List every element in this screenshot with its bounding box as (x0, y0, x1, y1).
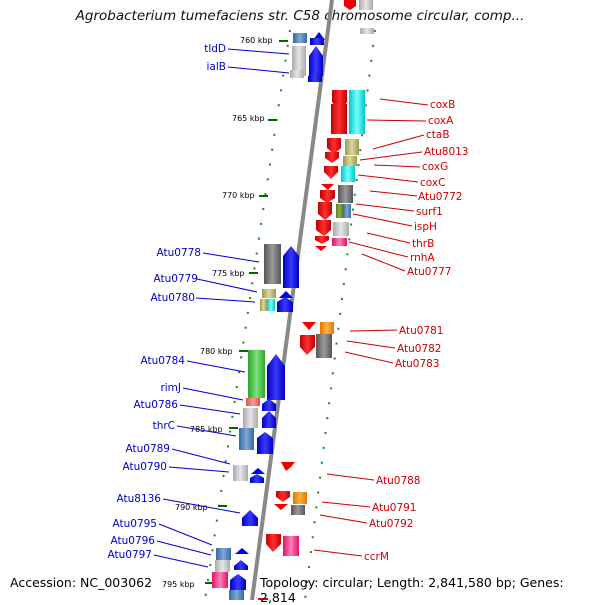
tick-label-790: 790 kbp (175, 503, 208, 512)
gene-label-Atu0786: Atu0786 (134, 399, 179, 411)
gene-label-rnhA: rnhA (410, 252, 435, 264)
gene-label-coxG: coxG (422, 161, 448, 173)
forward-strand-genes (212, 32, 325, 600)
right-gene-labels: coxB coxA ctaB Atu8013 coxG coxC Atu0772… (364, 99, 469, 563)
gene-label-Atu0780: Atu0780 (151, 292, 196, 304)
gene-label-coxA: coxA (428, 115, 454, 127)
gene-label-Atu0796: Atu0796 (111, 535, 156, 547)
top-partial-genes (344, 0, 374, 34)
tick-label-795: 795 kbp (162, 580, 195, 589)
gene-label-Atu0792: Atu0792 (369, 518, 414, 530)
gene-label-Atu0777: Atu0777 (407, 266, 452, 278)
tick-label-780: 780 kbp (200, 347, 233, 356)
gene-label-Atu8136: Atu8136 (117, 493, 162, 505)
tick-label-770: 770 kbp (222, 191, 255, 200)
gene-label-Atu0783: Atu0783 (395, 358, 440, 370)
left-gene-labels: tldD ialB Atu0778 Atu0779 Atu0780 Atu078… (108, 43, 227, 561)
left-leader-lines (153, 48, 290, 568)
gene-label-ialB: ialB (207, 61, 226, 73)
right-leader-lines (313, 98, 429, 557)
gene-label-coxB: coxB (430, 99, 455, 111)
gene-label-tldD: tldD (204, 43, 226, 55)
tick-label-785: 785 kbp (190, 425, 223, 434)
gene-label-Atu0791: Atu0791 (372, 502, 417, 514)
gene-label-Atu0782: Atu0782 (397, 343, 442, 355)
gene-label-Atu0781: Atu0781 (399, 325, 444, 337)
tick-label-775: 775 kbp (212, 269, 245, 278)
kbp-ticks: 760 kbp 765 kbp 770 kbp 775 kbp 780 kbp … (162, 36, 288, 589)
map-title: Agrobacterium tumefaciens str. C58 chrom… (75, 8, 525, 24)
gene-label-thrB: thrB (412, 238, 434, 250)
gene-label-Atu0790: Atu0790 (123, 461, 168, 473)
tick-label-765: 765 kbp (232, 114, 265, 123)
gene-label-Atu0795: Atu0795 (113, 518, 158, 530)
reverse-strand-genes (258, 90, 365, 600)
gene-label-ccrM: ccrM (364, 551, 389, 563)
tick-label-760: 760 kbp (240, 36, 273, 45)
gene-label-Atu0778: Atu0778 (157, 247, 202, 259)
gene-label-thrC: thrC (153, 420, 175, 432)
gene-label-Atu0789: Atu0789 (126, 443, 171, 455)
topology-summary: Topology: circular; Length: 2,841,580 bp… (260, 575, 564, 605)
gene-label-ctaB: ctaB (426, 129, 450, 141)
gene-label-Atu0772: Atu0772 (418, 191, 463, 203)
accession-text: Accession: NC_003062 (10, 575, 153, 590)
genome-backbone (250, 0, 334, 600)
gene-label-surf1: surf1 (416, 206, 443, 218)
gene-label-Atu0779: Atu0779 (154, 273, 199, 285)
gene-label-Atu0797: Atu0797 (108, 549, 153, 561)
gene-label-Atu0784: Atu0784 (141, 355, 186, 367)
gene-label-rimJ: rimJ (160, 382, 181, 394)
gene-label-Atu0788: Atu0788 (376, 475, 421, 487)
gene-label-ispH: ispH (414, 221, 437, 233)
gene-label-Atu8013: Atu8013 (424, 146, 469, 158)
gene-label-coxC: coxC (420, 177, 445, 189)
